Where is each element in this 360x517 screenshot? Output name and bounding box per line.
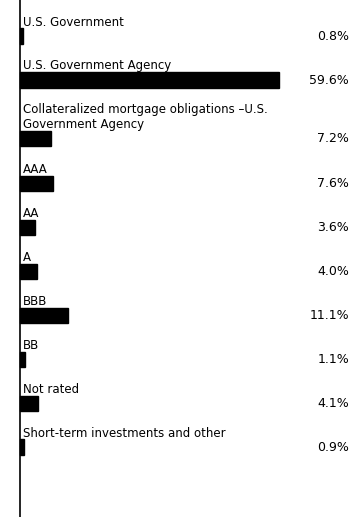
- Text: 1.1%: 1.1%: [318, 353, 349, 366]
- Bar: [20, 396, 38, 411]
- Text: U.S. Government Agency: U.S. Government Agency: [23, 59, 171, 72]
- Text: A: A: [23, 251, 31, 264]
- Bar: [20, 352, 24, 367]
- Text: 0.9%: 0.9%: [317, 440, 349, 454]
- Text: 11.1%: 11.1%: [310, 309, 349, 322]
- Bar: [20, 220, 35, 235]
- Text: Collateralized mortgage obligations –U.S.
Government Agency: Collateralized mortgage obligations –U.S…: [23, 103, 267, 131]
- Bar: [20, 28, 23, 44]
- Text: 3.6%: 3.6%: [318, 221, 349, 234]
- Bar: [20, 176, 53, 191]
- Bar: [20, 264, 37, 279]
- Text: 4.0%: 4.0%: [317, 265, 349, 278]
- Text: 4.1%: 4.1%: [318, 397, 349, 410]
- Text: BB: BB: [23, 339, 39, 352]
- Text: Short-term investments and other: Short-term investments and other: [23, 427, 225, 439]
- Bar: [20, 308, 68, 323]
- Text: 7.6%: 7.6%: [317, 177, 349, 190]
- Text: 0.8%: 0.8%: [317, 29, 349, 43]
- Bar: [20, 72, 279, 88]
- Text: AA: AA: [23, 207, 39, 220]
- Text: 7.2%: 7.2%: [317, 132, 349, 145]
- Text: 59.6%: 59.6%: [310, 73, 349, 87]
- Text: U.S. Government: U.S. Government: [23, 16, 123, 28]
- Text: Not rated: Not rated: [23, 383, 79, 396]
- Bar: [20, 131, 51, 146]
- Text: BBB: BBB: [23, 295, 47, 308]
- Text: AAA: AAA: [23, 163, 48, 176]
- Bar: [20, 439, 24, 455]
